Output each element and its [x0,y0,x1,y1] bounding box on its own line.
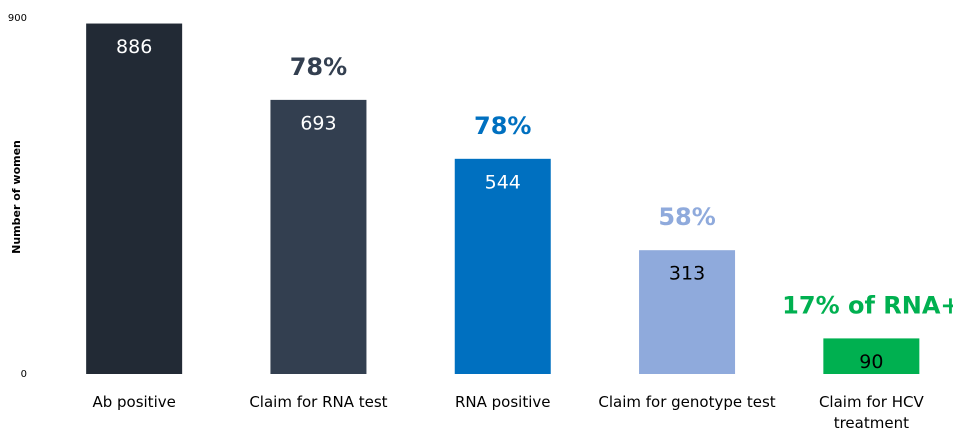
y-axis-label: Number of women [10,140,23,254]
annotation: 58% [658,203,715,231]
bar [454,158,551,374]
x-tick-label: Claim for RNA test [249,393,388,411]
bar [270,99,367,374]
annotation: 78% [474,112,531,140]
x-tick-label: Ab positive [92,393,176,411]
value-label: 313 [669,263,705,285]
y-tick-label: 0 [21,369,27,380]
value-label: 693 [300,112,336,134]
value-label: 544 [485,171,521,193]
bar [823,338,920,374]
y-tick-label: 900 [8,13,27,24]
value-label: 90 [859,351,883,373]
x-tick-label: Claim for HCV treatment [818,393,924,432]
bar [86,23,183,374]
x-tick-label: Claim for genotype test [598,393,776,411]
annotation: 78% [290,53,347,81]
value-label: 886 [116,36,152,58]
annotation: 17% of RNA+ [782,291,953,319]
bar [639,250,736,374]
x-tick-label: RNA positive [454,393,551,411]
